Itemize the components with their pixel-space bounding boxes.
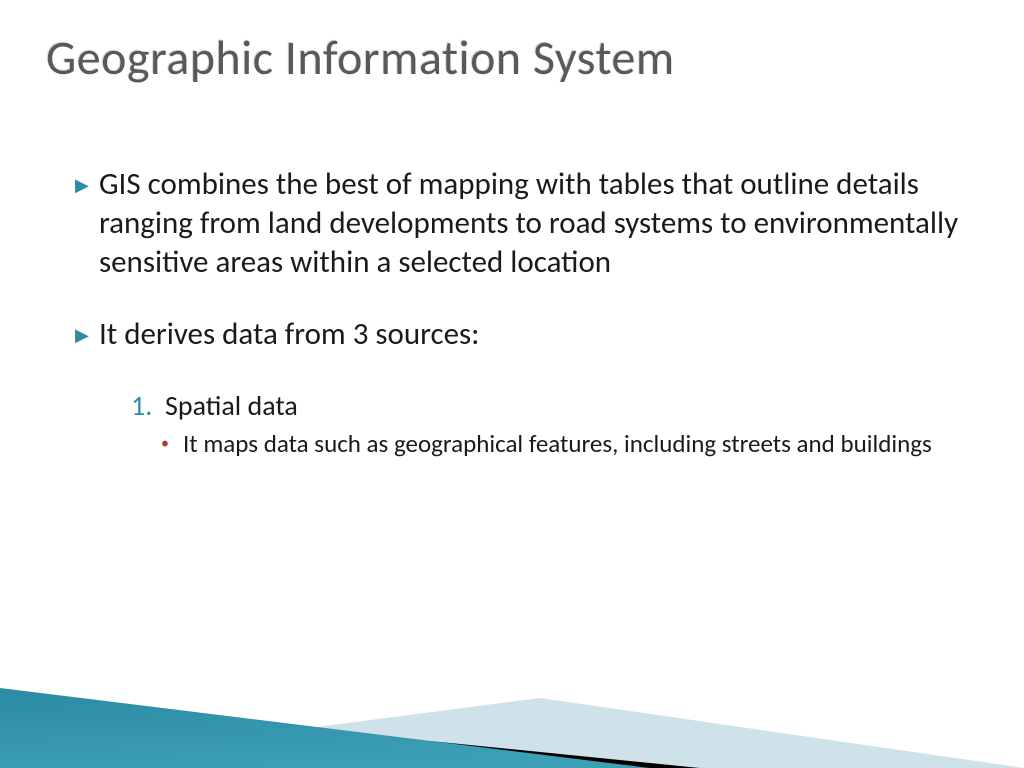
sub-bullet-text: It maps data such as geographical featur… <box>183 428 964 460</box>
sub-bullet-item: • It maps data such as geographical feat… <box>161 428 964 460</box>
slide: Geographic Information System ▶ GIS comb… <box>0 0 1024 768</box>
numbered-item-text: Spatial data <box>165 388 964 424</box>
body-text-area: ▶ GIS combines the best of mapping with … <box>75 165 964 460</box>
numbered-item: 1. Spatial data <box>131 388 964 424</box>
dot-bullet-icon: • <box>161 428 183 454</box>
title-area: Geographic Information System <box>46 28 978 87</box>
triangle-bullet-icon: ▶ <box>75 165 99 197</box>
corner-decoration <box>0 588 1024 768</box>
bullet-text: It derives data from 3 sources: <box>99 315 964 354</box>
numbered-sublist: 1. Spatial data • It maps data such as g… <box>131 388 964 460</box>
bullet-text: GIS combines the best of mapping with ta… <box>99 165 964 281</box>
slide-title: Geographic Information System <box>46 28 978 87</box>
bullet-item: ▶ GIS combines the best of mapping with … <box>75 165 964 281</box>
bullet-item: ▶ It derives data from 3 sources: <box>75 315 964 354</box>
list-number: 1. <box>131 388 165 424</box>
triangle-bullet-icon: ▶ <box>75 315 99 347</box>
